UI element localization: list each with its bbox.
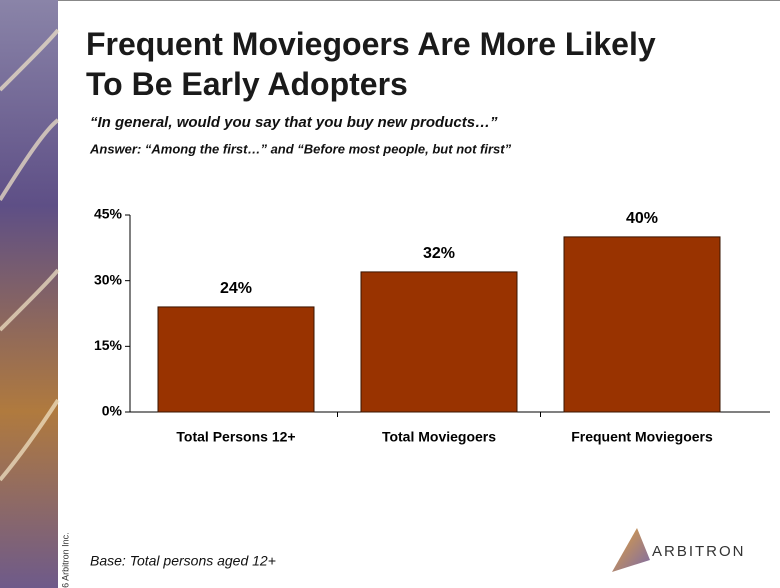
y-tick-label: 0% bbox=[102, 403, 123, 419]
decor-swirl bbox=[0, 28, 60, 482]
y-tick-label: 30% bbox=[94, 271, 123, 287]
x-tick-label: Total Persons 12+ bbox=[176, 429, 295, 445]
value-label: 32% bbox=[423, 245, 455, 262]
bar bbox=[157, 306, 315, 413]
y-tick-label: 15% bbox=[94, 337, 123, 353]
x-tick-label: Total Moviegoers bbox=[382, 429, 496, 445]
subtitle-2: Answer: “Among the first…” and “Before m… bbox=[89, 141, 512, 156]
y-tick-label: 45% bbox=[94, 206, 123, 222]
logo-icon bbox=[612, 528, 650, 572]
x-tick-label: Frequent Moviegoers bbox=[571, 429, 713, 445]
value-label: 24% bbox=[220, 280, 252, 297]
logo-text: ARBITRON bbox=[652, 543, 746, 560]
copyright: © 2006 Arbitron Inc. bbox=[60, 532, 70, 588]
decor-strip bbox=[0, 0, 58, 588]
chart-title: Frequent Moviegoers Are More Likely To B… bbox=[86, 26, 656, 102]
bar bbox=[563, 236, 721, 413]
bar bbox=[360, 271, 518, 413]
subtitle: “In general, would you say that you buy … bbox=[90, 114, 498, 131]
footnote: Base: Total persons aged 12+ bbox=[90, 553, 276, 569]
value-label: 40% bbox=[626, 210, 658, 227]
